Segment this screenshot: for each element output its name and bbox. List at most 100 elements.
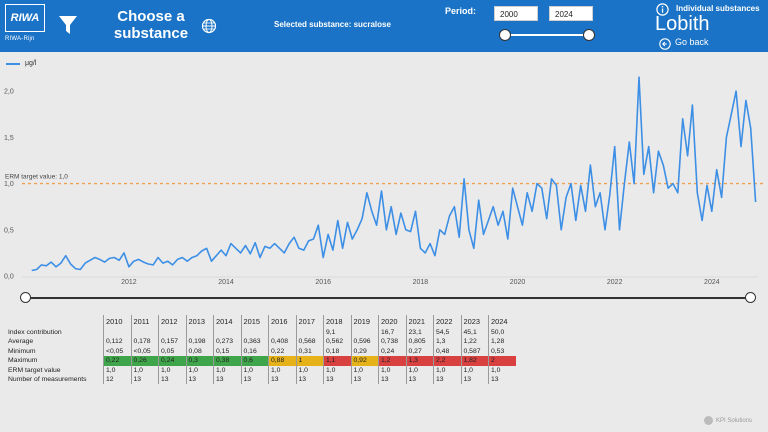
row-label: Average — [8, 338, 34, 346]
choose-line1: Choose a — [117, 8, 185, 25]
row-label: Index contribution — [8, 329, 62, 336]
selected-substance-label: Selected substance: sucralose — [274, 20, 391, 29]
table-cell: 1,3 — [405, 356, 434, 366]
kpi-solutions-brand: KPI Solutions — [704, 416, 752, 425]
table-cell: 0,568 — [295, 337, 324, 347]
logo-subtext: RIWA-Rijn — [5, 36, 35, 42]
table-cell: 1,2 — [378, 356, 406, 366]
table-cell: 0,08 — [185, 346, 214, 357]
table-cell: 0,16 — [240, 346, 269, 357]
table-cell: 13 — [378, 375, 406, 385]
year-header: 2024 — [488, 315, 516, 328]
year-header: 2014 — [213, 315, 241, 328]
period-slider[interactable] — [499, 28, 595, 42]
table-cell: 13 — [240, 375, 269, 385]
kpi-brand-label: KPI Solutions — [716, 417, 753, 424]
globe-icon[interactable] — [201, 18, 217, 39]
year-header: 2016 — [268, 315, 296, 328]
table-cell: 16,7 — [378, 328, 406, 338]
year-header: 2013 — [185, 315, 214, 328]
back-arrow-icon[interactable] — [659, 37, 671, 55]
table-cell: 0,738 — [378, 337, 406, 347]
table-row: Number of measurements 12 13 13 13 13 13 13 13 13… — [6, 375, 516, 385]
individual-substances-link[interactable]: Individual substances — [676, 4, 760, 13]
riwa-logo[interactable]: RIWA RIWA-Rijn — [5, 4, 45, 48]
period-slider-start-handle[interactable] — [499, 29, 511, 41]
table-cell: 0,6 — [240, 356, 269, 366]
table-cell: 0,408 — [268, 337, 296, 347]
time-range-slider[interactable] — [20, 292, 756, 304]
table-cell: 1,0 — [433, 365, 461, 376]
table-cell — [350, 328, 379, 338]
y-tick-label: 2,0 — [4, 89, 14, 96]
row-label: Maximum — [8, 357, 38, 365]
go-back-link[interactable]: Go back — [675, 37, 709, 47]
header-bar: RIWA RIWA-Rijn Choose a substance Select… — [0, 0, 768, 52]
filter-icon[interactable] — [58, 14, 78, 41]
x-tick-label: 2016 — [315, 279, 331, 286]
table-cell: 13 — [460, 375, 489, 385]
table-cell: 54,5 — [433, 328, 461, 338]
table-cell — [295, 328, 324, 338]
table-cell: 13 — [405, 375, 434, 385]
table-cell: 1,28 — [488, 337, 516, 347]
table-cell: 0,3 — [185, 356, 214, 366]
y-tick-label: 0,0 — [4, 274, 14, 281]
table-cell: <0,05 — [103, 346, 131, 357]
year-header: 2019 — [350, 315, 379, 328]
year-header: 2020 — [378, 315, 406, 328]
table-cell: 0,363 — [240, 337, 269, 347]
time-range-start-handle[interactable] — [20, 292, 31, 303]
sucralose-series-line — [31, 76, 757, 272]
x-tick-label: 2014 — [218, 279, 234, 286]
time-range-end-handle[interactable] — [745, 292, 756, 303]
table-cell: 1,3 — [433, 337, 461, 347]
period-slider-end-handle[interactable] — [583, 29, 595, 41]
period-from-input[interactable]: 2000 — [494, 6, 538, 21]
erm-target-label: ERM target value: 1,0 — [5, 174, 68, 181]
table-cell: 0,596 — [350, 337, 379, 347]
table-cell: 0,587 — [460, 346, 489, 357]
info-icon[interactable] — [656, 3, 669, 21]
period-slider-track — [504, 34, 590, 36]
table-cell: 0,24 — [158, 356, 186, 366]
table-row: Minimum <0,05 <0,05 0,05 0,08 0,15 0,16 0,22 0,3… — [6, 346, 516, 357]
location-title: Lobith — [655, 13, 710, 35]
period-to-input[interactable]: 2024 — [549, 6, 593, 21]
year-header: 2023 — [460, 315, 489, 328]
table-cell: 2,2 — [433, 356, 461, 366]
table-row: ERM target value 1,0 1,0 1,0 1,0 1,0 1,0 1,0 1,0… — [6, 365, 516, 376]
table-cell: 0,805 — [405, 337, 434, 347]
table-cell: 45,1 — [460, 328, 489, 338]
table-cell: 13 — [433, 375, 461, 385]
choose-substance-button[interactable]: Choose a substance — [112, 8, 190, 42]
table-cell: 0,112 — [103, 337, 131, 347]
table-cell: 0,26 — [130, 356, 159, 366]
table-cell: 13 — [350, 375, 379, 385]
year-header: 2018 — [323, 315, 351, 328]
table-cell: 13 — [185, 375, 214, 385]
table-row: Average 0,112 0,178 0,157 0,198 0,273 0,363 0,4… — [6, 337, 516, 347]
table-cell: 1,22 — [460, 337, 489, 347]
table-cell: 0,29 — [350, 346, 379, 357]
year-header: 2015 — [240, 315, 269, 328]
table-cell: 13 — [158, 375, 186, 385]
table-cell: 12 — [103, 375, 131, 385]
year-header: 2021 — [405, 315, 434, 328]
table-cell: 0,05 — [158, 346, 186, 357]
kpi-logo-icon — [704, 416, 713, 425]
table-cell — [268, 328, 296, 338]
x-tick-label: 2022 — [607, 279, 623, 286]
table-cell: 9,1 — [323, 328, 351, 338]
table-cell: 1,0 — [378, 365, 406, 376]
table-cell: 0,15 — [213, 346, 241, 357]
x-tick-label: 2018 — [413, 279, 429, 286]
year-header: 2010 — [103, 315, 131, 328]
table-cell: 0,53 — [488, 346, 516, 357]
table-row: Maximum 0,22 0,26 0,24 0,3 0,38 0,6 0,88 1 1,1 0,9… — [6, 356, 516, 366]
table-cell — [185, 328, 214, 338]
table-cell — [130, 328, 159, 338]
table-cell: 0,18 — [323, 346, 351, 357]
table-cell: 1,0 — [460, 365, 489, 376]
table-cell: 13 — [213, 375, 241, 385]
